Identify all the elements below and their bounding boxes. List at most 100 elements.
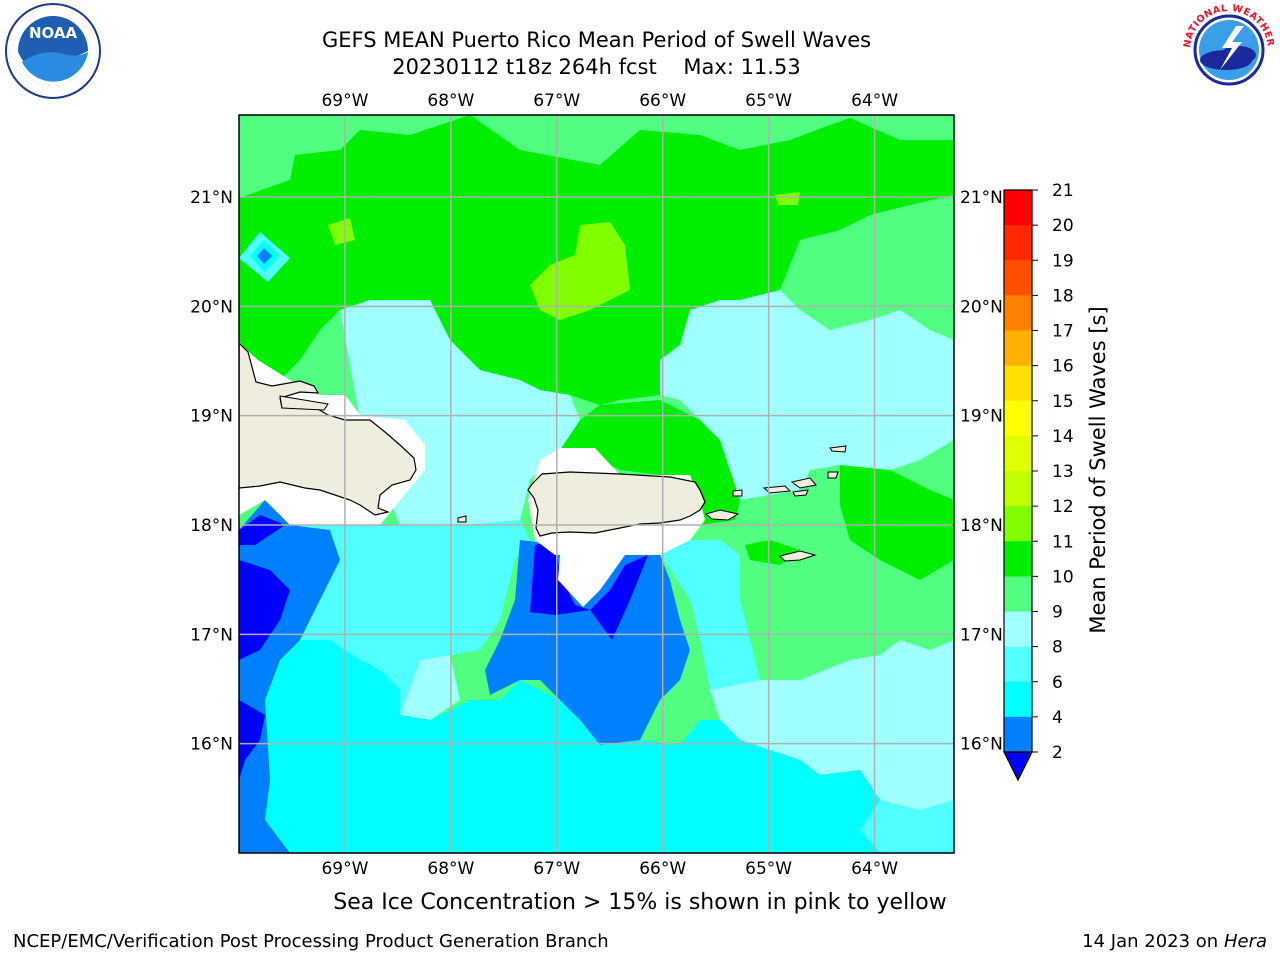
colorbar-tick-label: 11 <box>1052 532 1074 552</box>
colorbar-tick-label: 19 <box>1052 251 1074 271</box>
colorbar-tick-label: 9 <box>1052 603 1063 623</box>
swell-period-8-9-region-light <box>400 655 460 720</box>
swell-period-6-8-region <box>660 540 760 690</box>
small-island <box>704 509 740 521</box>
colorbar-tick-label: 10 <box>1052 567 1074 587</box>
longitude-label: 64°W <box>851 859 898 879</box>
swell-period-8-9-region-light <box>710 640 954 810</box>
latitude-label: 17°N <box>960 625 1003 645</box>
longitude-label: 66°W <box>639 859 686 879</box>
swell-period-below-2-region <box>530 540 648 640</box>
colorbar-bin <box>1004 260 1032 296</box>
latitude-label: 19°N <box>960 407 1003 427</box>
hispaniola-land <box>239 342 417 516</box>
colorbar-tick-label: 4 <box>1052 708 1063 728</box>
small-island <box>792 489 809 497</box>
colorbar-tick-label: 18 <box>1052 286 1074 306</box>
swell-period-below-2-region <box>239 700 265 780</box>
colorbar-tick-label: 6 <box>1052 673 1063 693</box>
colorbar-bin <box>1004 295 1032 331</box>
longitude-label: 65°W <box>745 859 792 879</box>
colorbar-bin <box>1004 681 1032 718</box>
colorbar: 21 20 19 18 17 16 15 14 13 12 11 10 9 8 6 4 2 <box>1003 181 1074 782</box>
longitude-label: 68°W <box>427 91 474 111</box>
swell-period-4-6-region <box>239 620 880 853</box>
colorbar-tick-label: 8 <box>1052 638 1063 658</box>
latitude-label: 16°N <box>190 735 233 755</box>
map-frame <box>238 114 955 854</box>
swell-period-11-12-region <box>530 222 630 320</box>
colorbar-bin <box>1004 506 1032 542</box>
latitude-label: 21°N <box>960 188 1003 208</box>
colorbar-bin <box>1004 646 1032 683</box>
colorbar-under-arrow <box>1003 751 1033 782</box>
svg-text:NOAA: NOAA <box>29 24 78 42</box>
colorbar-bin <box>1004 330 1032 367</box>
noaa-logo: NOAA <box>5 3 101 99</box>
colorbar-tick-label: 13 <box>1052 462 1074 482</box>
colorbar-tick-label: 15 <box>1052 392 1074 412</box>
colorbar-tick-label: 17 <box>1052 322 1074 342</box>
colorbar-label: Mean Period of Swell Waves [s] <box>1086 306 1110 633</box>
small-island <box>732 489 743 497</box>
small-island <box>457 515 467 523</box>
colorbar-bin <box>1004 400 1032 437</box>
colorbar-bin <box>1004 365 1032 402</box>
swell-period-11-12-region <box>775 192 800 205</box>
colorbar-tick-label: 21 <box>1052 181 1074 201</box>
longitude-label: 64°W <box>851 91 898 111</box>
colorbar-tick-label: 12 <box>1052 497 1074 517</box>
colorbar-tick-label: 20 <box>1052 216 1074 236</box>
small-island <box>279 395 329 411</box>
colorbar-tick-label: 14 <box>1052 427 1074 447</box>
longitude-label: 67°W <box>533 859 580 879</box>
small-island <box>790 477 817 489</box>
footer-date: 14 Jan 2023 on Hera <box>1082 931 1267 952</box>
puerto-rico-land <box>527 471 706 537</box>
longitude-label: 69°W <box>321 91 368 111</box>
colorbar-bin <box>1004 541 1032 577</box>
latitude-label: 18°N <box>190 516 233 536</box>
colorbar-bin <box>1004 435 1032 472</box>
swell-period-2-4-region <box>257 248 272 264</box>
colorbar-bin <box>1004 471 1032 507</box>
latitude-label: 20°N <box>190 297 233 317</box>
contour-field <box>239 115 954 853</box>
latitude-labels-right: 21°N 20°N 19°N 18°N 17°N 16°N <box>960 188 1003 755</box>
footer-host: Hera <box>1223 931 1267 952</box>
latitude-label: 21°N <box>190 188 233 208</box>
swell-period-below-2-region <box>239 515 285 545</box>
swell-period-8-9-region-light <box>660 290 954 500</box>
colorbar-bin <box>1004 225 1032 261</box>
longitude-label: 66°W <box>639 91 686 111</box>
longitude-label: 67°W <box>533 91 580 111</box>
small-island <box>827 471 839 479</box>
small-island <box>779 550 817 562</box>
latitude-labels-left: 21°N 20°N 19°N 18°N 17°N 16°N <box>190 188 233 755</box>
longitude-label: 69°W <box>321 859 368 879</box>
colorbar-bin <box>1004 190 1032 226</box>
colorbar-bin <box>1004 611 1032 648</box>
colorbar-bin <box>1004 576 1032 612</box>
nws-logo: NATIONAL WEATHER SERVICE <box>1178 0 1276 97</box>
footer-credit: NCEP/EMC/Verification Post Processing Pr… <box>13 931 609 952</box>
latitude-label: 18°N <box>960 516 1003 536</box>
max-value: Max: 11.53 <box>683 55 801 79</box>
swell-period-11-12-region <box>328 218 355 245</box>
latitude-label: 17°N <box>190 625 233 645</box>
map-title: GEFS MEAN Puerto Rico Mean Period of Swe… <box>321 28 872 52</box>
sea-ice-note: Sea Ice Concentration > 15% is shown in … <box>333 890 947 915</box>
latitude-label: 16°N <box>960 735 1003 755</box>
graticule <box>239 115 954 853</box>
longitude-labels-bottom: 69°W 68°W 67°W 66°W 65°W 64°W <box>321 859 898 879</box>
longitude-labels-top: 69°W 68°W 67°W 66°W 65°W 64°W <box>321 91 898 111</box>
swell-period-10-11-region <box>840 465 954 580</box>
colorbar-bin <box>1004 716 1032 753</box>
swell-period-6-8-region <box>860 800 954 853</box>
colorbar-tick-label: 16 <box>1052 357 1074 377</box>
latitude-label: 19°N <box>190 407 233 427</box>
colorbar-tick-label: 2 <box>1052 743 1063 763</box>
latitude-label: 20°N <box>960 297 1003 317</box>
longitude-label: 65°W <box>745 91 792 111</box>
